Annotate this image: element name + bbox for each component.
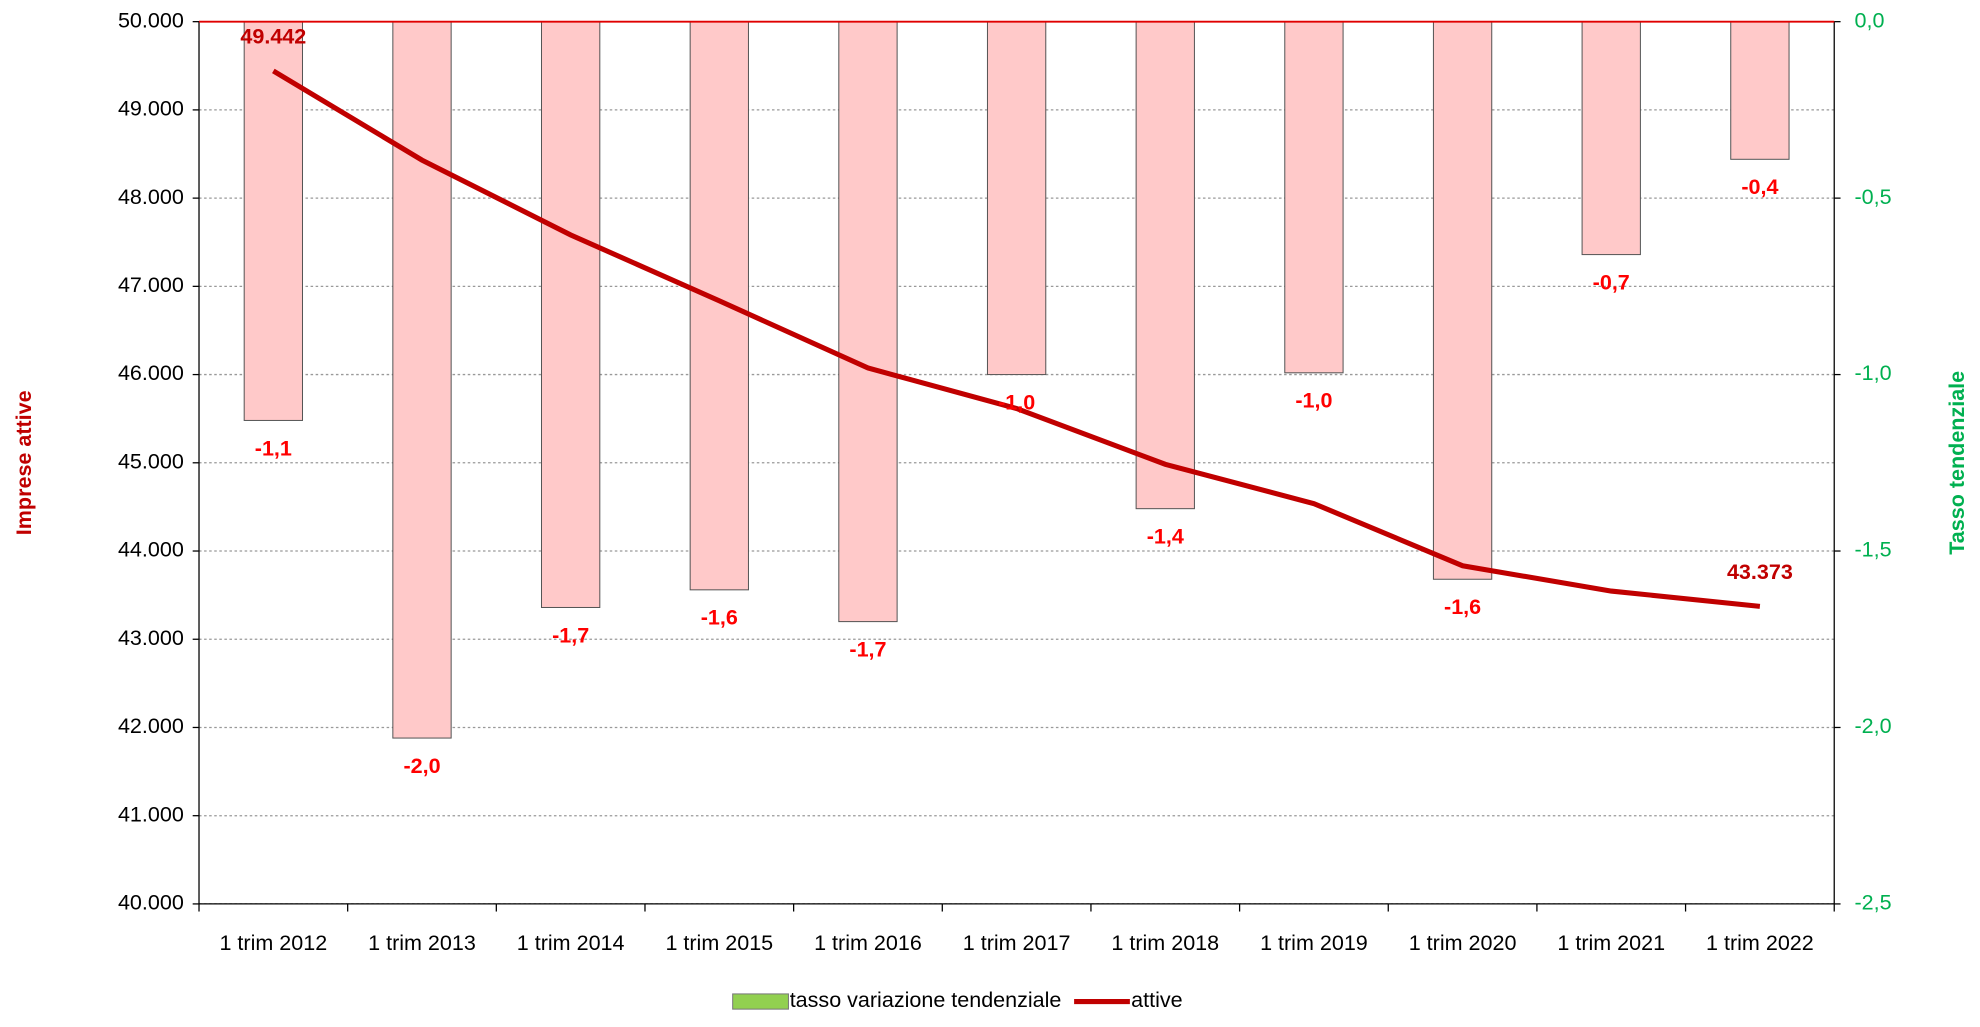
data-label: -1,0 [1295,389,1332,413]
y2-tick-label: 0,0 [1855,8,1885,32]
data-label: -1,7 [552,623,589,647]
data-label: -1,7 [849,637,886,661]
data-label: -0,7 [1593,270,1630,294]
data-label: -1,4 [1147,525,1184,549]
y-tick-label: 45.000 [118,449,184,473]
y-tick-label: 47.000 [118,273,184,297]
y2-axis-title: Tasso tendenziale [1945,371,1969,555]
bar [540,21,601,608]
x-tick-label: 1 trim 2014 [517,931,625,955]
x-tick-label: 1 trim 2018 [1111,931,1219,955]
x-tick-label: 1 trim 2022 [1706,931,1814,955]
x-tick-label: 1 trim 2013 [368,931,476,955]
legend-label: attive [1131,988,1182,1012]
bar [986,21,1047,376]
y-tick-label: 49.000 [118,97,184,121]
bar [689,21,749,591]
x-tick-label: 1 trim 2015 [665,931,773,955]
y-tick-label: 40.000 [118,891,184,915]
bar [1135,21,1195,510]
y-tick-label: 43.000 [118,626,184,650]
y-tick-label: 41.000 [118,802,184,826]
y-axis-title: Imprese attive [12,390,36,535]
legend-swatch [732,993,789,1010]
y-tick-label: 48.000 [118,185,184,209]
x-tick-label: 1 trim 2020 [1409,931,1517,955]
y-tick-label: 46.000 [118,361,184,385]
x-tick-label: 1 trim 2021 [1557,931,1665,955]
bar [243,21,304,421]
y-tick-label: 42.000 [118,714,184,738]
x-tick-label: 1 trim 2017 [963,931,1071,955]
x-tick-label: 1 trim 2016 [814,931,922,955]
bar [1284,21,1344,374]
data-label: -1,1 [255,436,292,460]
data-label: 43.373 [1727,560,1793,584]
bar [1581,21,1641,256]
data-label: 49.442 [240,25,306,49]
bar [1730,21,1790,160]
legend-label: tasso variazione tendenziale [790,988,1062,1012]
bar [838,21,898,623]
y2-tick-label: -1,5 [1855,538,1892,562]
data-label: -2,0 [403,754,440,778]
y-tick-label: 50.000 [118,8,184,32]
y2-tick-label: -2,0 [1855,714,1892,738]
x-tick-label: 1 trim 2012 [219,931,327,955]
y-tick-label: 44.000 [118,538,184,562]
line [272,68,1761,609]
data-label: -1,6 [1444,595,1481,619]
x-tick-label: 1 trim 2019 [1260,931,1368,955]
y2-tick-label: -2,5 [1855,891,1892,915]
y2-tick-label: -1,0 [1855,361,1892,385]
data-label: -1,0 [998,390,1035,414]
data-label: -0,4 [1741,175,1778,199]
bar [392,21,452,739]
data-label: -1,6 [701,606,738,630]
y2-tick-label: -0,5 [1855,185,1892,209]
bar [1432,21,1493,580]
